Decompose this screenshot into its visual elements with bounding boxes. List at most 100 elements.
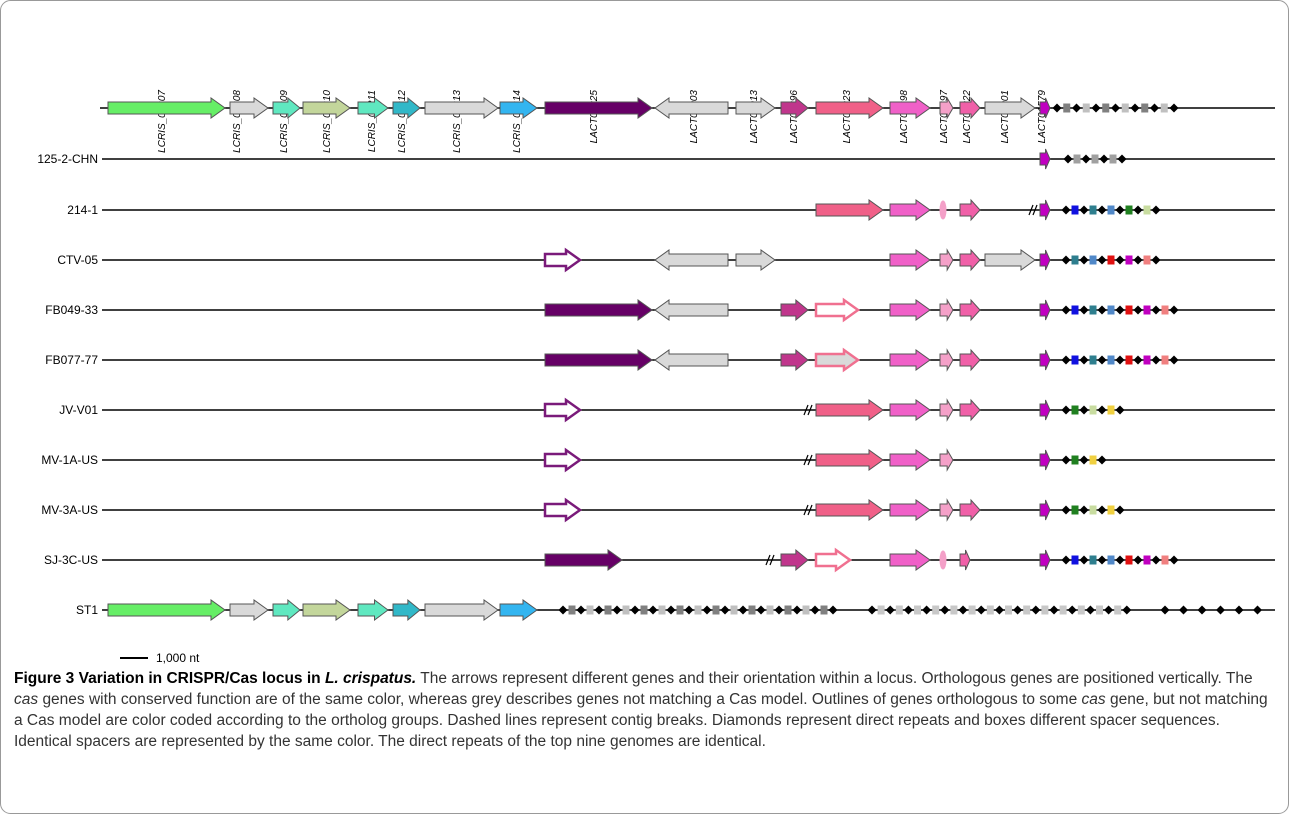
repeat-diamond (1133, 255, 1143, 265)
gene-arrow (889, 97, 931, 119)
repeat-diamond (1079, 455, 1089, 465)
gene-label: LACT01579 (1037, 90, 1048, 144)
gene-arrow (814, 297, 861, 323)
repeat-diamond (1151, 305, 1161, 315)
gene-arrow (780, 548, 809, 572)
gene-arrow (939, 248, 954, 272)
repeat-diamond (1115, 405, 1125, 415)
repeat-diamond (594, 605, 604, 615)
repeat-diamond (1079, 205, 1089, 215)
gene-arrow (735, 97, 776, 119)
spacer-box (1089, 255, 1097, 265)
repeat-diamond (1079, 255, 1089, 265)
repeat-diamond (1097, 355, 1107, 365)
gene-arrow (424, 599, 499, 621)
repeat-diamond (1151, 205, 1161, 215)
gene-arrow (654, 299, 729, 321)
repeat-diamond (1067, 605, 1077, 615)
gene-arrow (815, 97, 884, 119)
gene-arrow (1039, 499, 1051, 521)
repeat-diamond (1115, 505, 1125, 515)
gene-arrow (544, 299, 653, 321)
repeat-diamond (1099, 154, 1109, 164)
gene-arrow (889, 349, 931, 371)
spacer-box (1071, 405, 1079, 415)
spacer-box (1089, 555, 1097, 565)
repeat-diamond (1115, 255, 1125, 265)
genome-label: FB077-77 (45, 353, 98, 367)
gene-arrow (424, 97, 499, 119)
gene-label: LCRIS_01214 (512, 90, 523, 153)
repeat-diamond (1013, 605, 1023, 615)
contig-break (1028, 204, 1034, 216)
gene-arrow (815, 449, 884, 471)
gene-label: LACT00003 (689, 90, 700, 144)
repeat-diamond (940, 605, 950, 615)
repeat-diamond (903, 605, 913, 615)
spacer-box (658, 605, 666, 615)
gene-label: LACT01823 (842, 90, 853, 144)
spacer-box (1023, 605, 1031, 615)
spacer-box (1071, 555, 1079, 565)
gene-arrow (544, 349, 653, 371)
gene-ellipse (939, 550, 947, 570)
gene-arrow (392, 96, 421, 120)
gene-arrow (544, 97, 653, 119)
gene-arrow (889, 449, 931, 471)
genome-label: 125-2-CHN (37, 152, 98, 166)
repeat-diamond (1097, 505, 1107, 515)
gene-label: LCRIS_01207 (157, 90, 168, 153)
repeat-diamond (666, 605, 676, 615)
gene-arrow (889, 399, 931, 421)
repeat-diamond (1111, 103, 1120, 113)
genome-label: SJ-3C-US (44, 553, 98, 567)
repeat-diamond (828, 605, 838, 615)
gene-label: LCRIS_01213 (452, 90, 463, 153)
repeat-diamond (1097, 555, 1107, 565)
repeat-diamond (1061, 555, 1071, 565)
repeat-diamond (922, 605, 932, 615)
repeat-diamond (867, 605, 877, 615)
caption-text: genes with conserved function are of the… (42, 691, 1078, 708)
repeat-diamond (684, 605, 694, 615)
spacer-box (1089, 205, 1097, 215)
gene-arrow (229, 599, 269, 621)
contig-break (807, 454, 813, 466)
genome-label: MV-1A-US (41, 453, 98, 467)
repeat-diamond (1115, 305, 1125, 315)
gene-arrow (780, 96, 809, 120)
repeat-diamond (1031, 605, 1041, 615)
repeat-diamond (1216, 605, 1225, 615)
spacer-box (1071, 455, 1079, 465)
gene-arrow (959, 198, 981, 222)
spacer-box (802, 605, 810, 615)
gene-arrow (814, 547, 853, 573)
gene-arrow (939, 448, 954, 472)
gene-arrow (229, 97, 269, 119)
repeat-diamond (1079, 555, 1089, 565)
spacer-box (1063, 103, 1071, 113)
repeat-diamond (1091, 103, 1101, 113)
gene-label: LACT01698 (899, 90, 910, 144)
gene-arrow (654, 349, 729, 371)
spacer-box (1161, 555, 1169, 565)
genome-label: FB049-33 (45, 303, 98, 317)
repeat-diamond (1115, 555, 1125, 565)
gene-arrow (1039, 399, 1051, 421)
spacer-box (932, 605, 940, 615)
contig-break (1032, 204, 1038, 216)
caption-italic: cas (1081, 691, 1106, 708)
spacer-box (1114, 605, 1122, 615)
repeat-diamond (1133, 305, 1143, 315)
gene-label: LCRIS_01212 (397, 90, 408, 153)
gene-arrow (654, 97, 729, 119)
spacer-box (1143, 555, 1151, 565)
repeat-diamond (1079, 505, 1089, 515)
gene-arrow (543, 247, 583, 273)
repeat-diamond (1063, 154, 1073, 164)
spacer-box (1071, 205, 1079, 215)
genome-label: ST1 (76, 603, 98, 617)
gene-arrow (959, 498, 981, 522)
contig-break (803, 404, 809, 416)
